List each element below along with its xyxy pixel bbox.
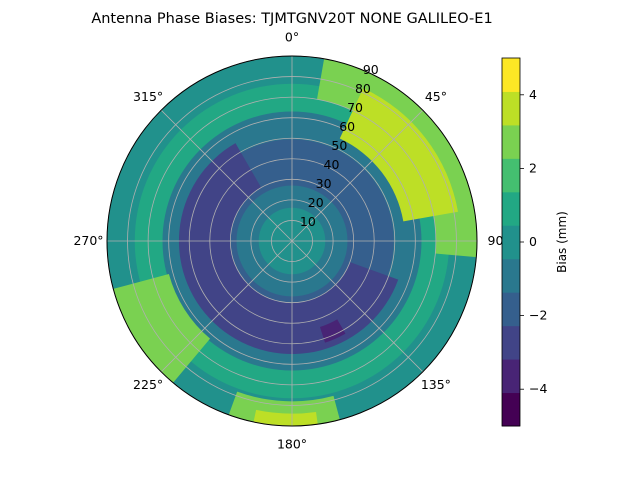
theta-tick-label: 0° [285, 30, 299, 45]
colorbar-band [502, 292, 520, 327]
colorbar-label: Bias (mm) [555, 211, 569, 273]
colorbar-band [502, 191, 520, 226]
colorbar-band [502, 325, 520, 360]
angular-gridline [291, 240, 424, 373]
angular-gridline [160, 240, 293, 373]
radius-tick-label: 30 [316, 176, 332, 191]
colorbar-tick-label: −2 [529, 308, 547, 323]
colorbar-tick-label: −4 [529, 381, 547, 396]
radius-tick-label: 60 [339, 119, 355, 134]
radius-tick-label: 10 [300, 214, 316, 229]
theta-tick-label: 270° [73, 233, 103, 248]
colorbar-band [502, 392, 520, 427]
bias-region [319, 319, 346, 343]
colorbar-band [502, 225, 520, 260]
chart-title: Antenna Phase Biases: TJMTGNV20T NONE GA… [91, 11, 492, 27]
colorbar-band [502, 258, 520, 293]
colorbar-gradient [502, 58, 520, 427]
theta-tick-label: 135° [421, 377, 451, 392]
radius-tick-label: 90 [363, 62, 379, 77]
bias-region [339, 88, 458, 222]
theta-tick-label: 90 [488, 233, 504, 248]
polar-axes: 0° 45° 90 135° 180° 225° 270° 315° 10 20 30 40 50 60… [73, 30, 503, 452]
colorbar-band [502, 359, 520, 394]
radius-tick-label: 40 [324, 157, 340, 172]
radius-tick-label: 70 [347, 100, 363, 115]
theta-tick-label: 225° [133, 377, 163, 392]
colorbar-ticks: −4 −2 0 2 4 [520, 87, 547, 396]
colorbar-band [502, 158, 520, 193]
radius-tick-label: 20 [308, 195, 324, 210]
colorbar-band [502, 58, 520, 92]
theta-tick-label: 315° [133, 89, 163, 104]
bias-region [253, 409, 318, 426]
polar-grid [106, 55, 478, 427]
colorbar: −4 −2 0 2 4 Bias (mm) [501, 57, 569, 427]
bias-region [178, 143, 399, 355]
radius-tick-labels: 10 20 30 40 50 60 70 80 90 [300, 62, 379, 229]
radius-tick-label: 50 [331, 138, 347, 153]
angular-gridline [160, 109, 293, 242]
theta-tick-labels: 0° 45° 90 135° 180° 225° 270° 315° [73, 30, 503, 452]
colorbar-band [502, 124, 520, 159]
colorbar-tick-label: 0 [529, 234, 537, 249]
colorbar-tick-label: 2 [529, 160, 537, 175]
theta-tick-label: 180° [277, 437, 307, 452]
theta-tick-label: 45° [425, 89, 447, 104]
bias-region [113, 273, 211, 383]
angular-gridline [291, 109, 424, 242]
colorbar-tick-label: 4 [529, 87, 537, 102]
radius-tick-label: 80 [355, 81, 371, 96]
polar-frame [106, 55, 478, 427]
colorbar-band [502, 91, 520, 126]
